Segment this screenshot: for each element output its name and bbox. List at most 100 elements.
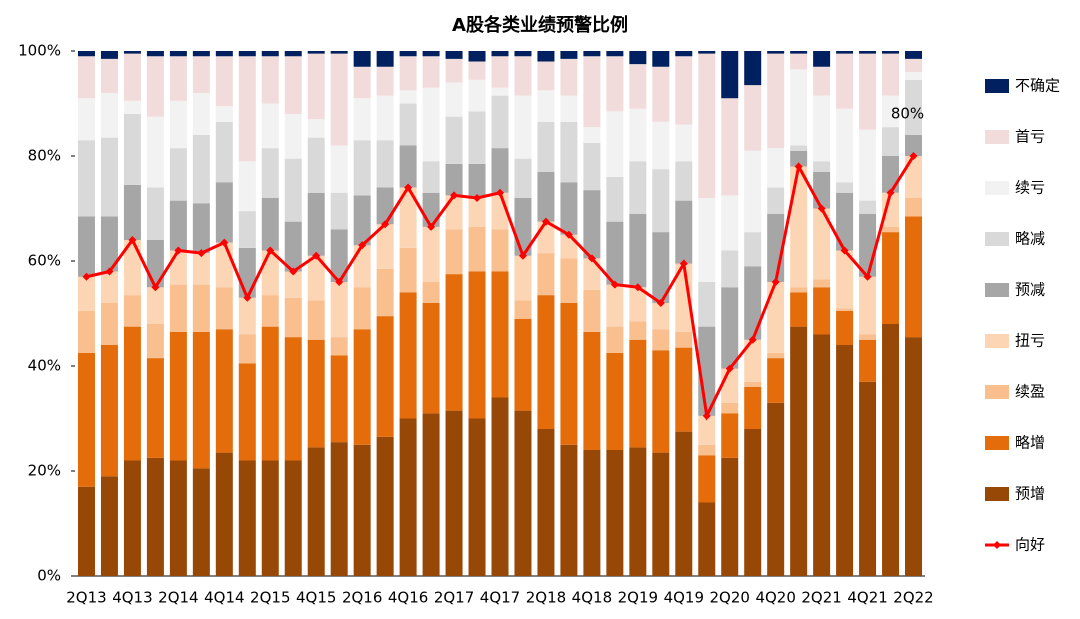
bar-segment	[514, 300, 532, 319]
bar-segment	[100, 93, 118, 138]
line-marker	[702, 411, 711, 420]
bar-segment	[307, 53, 325, 120]
bar-segment	[376, 51, 394, 67]
bar-segment	[698, 455, 716, 503]
legend-swatch	[985, 385, 1009, 399]
bar-segment	[652, 350, 670, 453]
bar-segment	[514, 51, 532, 57]
bar-segment	[514, 318, 532, 411]
bar-segment	[238, 161, 256, 212]
bar-segment	[261, 51, 279, 57]
bar-segment	[215, 106, 233, 122]
line-marker	[266, 246, 275, 255]
bar-segment	[583, 127, 601, 143]
bar-segment	[376, 140, 394, 188]
line-marker	[518, 251, 527, 260]
bar-segment	[767, 352, 785, 359]
bar-segment	[123, 51, 141, 54]
bar-segment	[905, 337, 923, 576]
bar-segment	[790, 287, 808, 293]
bar-segment	[859, 334, 877, 340]
bar-segment	[307, 447, 325, 576]
line-marker	[794, 162, 803, 171]
bar-segment	[905, 58, 923, 72]
bar-segment	[215, 287, 233, 330]
y-tick-label: 100%	[18, 42, 61, 60]
bar-segment	[100, 303, 118, 345]
line-marker	[610, 280, 619, 289]
bar-segment	[905, 216, 923, 338]
bar-segment	[698, 282, 716, 327]
bar-segment	[698, 198, 716, 282]
bar-segment	[169, 148, 187, 201]
x-tick-label: 2Q17	[434, 589, 474, 607]
bar-segment	[330, 51, 348, 54]
bar-segment	[537, 429, 555, 576]
bar-segment	[698, 502, 716, 576]
bar-segment	[744, 85, 762, 151]
bar-segment	[652, 51, 670, 67]
bar-segment	[77, 216, 95, 277]
bar-segment	[859, 129, 877, 201]
bar-segment	[560, 121, 578, 183]
line-marker	[335, 278, 344, 286]
bar-segment	[583, 450, 601, 576]
bar-segment	[353, 245, 371, 288]
bar-segment	[261, 56, 279, 104]
bar-segment	[859, 213, 877, 277]
bar-segment	[606, 326, 624, 353]
bar-segment	[146, 116, 164, 188]
bar-segment	[905, 198, 923, 217]
legend-label: 扭亏	[1015, 332, 1045, 350]
bar-segment	[146, 187, 164, 240]
bar-segment	[721, 457, 739, 576]
bar-segment	[261, 148, 279, 198]
bar-segment	[330, 53, 348, 146]
bar-segment	[698, 415, 716, 445]
x-tick-label: 4Q15	[296, 589, 336, 607]
bar-segment	[123, 184, 141, 240]
bar-segment	[698, 444, 716, 456]
bar-segment	[629, 287, 647, 322]
bar-segment	[100, 271, 118, 303]
bar-segment	[767, 53, 785, 149]
bar-segment	[905, 51, 923, 59]
bar-segment	[169, 56, 187, 101]
bar-segment	[169, 250, 187, 285]
bar-segment	[422, 282, 440, 303]
bar-segment	[813, 334, 831, 576]
bar-segment	[813, 161, 831, 172]
bar-segment	[399, 51, 417, 57]
legend-label: 首亏	[1015, 128, 1045, 146]
bar-segment	[537, 171, 555, 222]
bar-segment	[261, 460, 279, 576]
bar-segment	[192, 93, 210, 135]
x-tick-label: 2Q19	[618, 589, 658, 607]
data-label: 80%	[891, 105, 924, 123]
line-marker	[427, 222, 436, 231]
bar-segment	[882, 156, 900, 193]
bar-segment	[491, 87, 509, 96]
bar-segment	[468, 163, 486, 198]
bar-segment	[675, 263, 693, 332]
bar-segment	[146, 358, 164, 458]
bar-segment	[445, 163, 463, 196]
bar-segment	[238, 460, 256, 576]
bar-segment	[169, 284, 187, 332]
bar-segment	[652, 303, 670, 330]
legend-label: 续亏	[1015, 179, 1045, 197]
bar-segment	[790, 150, 808, 167]
legend-label: 不确定	[1015, 77, 1060, 95]
bar-segment	[744, 387, 762, 429]
bar-segment	[399, 292, 417, 419]
bar-segment	[583, 142, 601, 191]
bar-segment	[882, 226, 900, 233]
bar-segment	[629, 339, 647, 448]
bar-segment	[192, 253, 210, 285]
bar-segment	[307, 192, 325, 256]
line-marker	[151, 283, 160, 292]
line-marker	[496, 188, 504, 197]
bar-segment	[767, 282, 785, 353]
bar-segment	[100, 216, 118, 272]
bar-segment	[215, 329, 233, 453]
